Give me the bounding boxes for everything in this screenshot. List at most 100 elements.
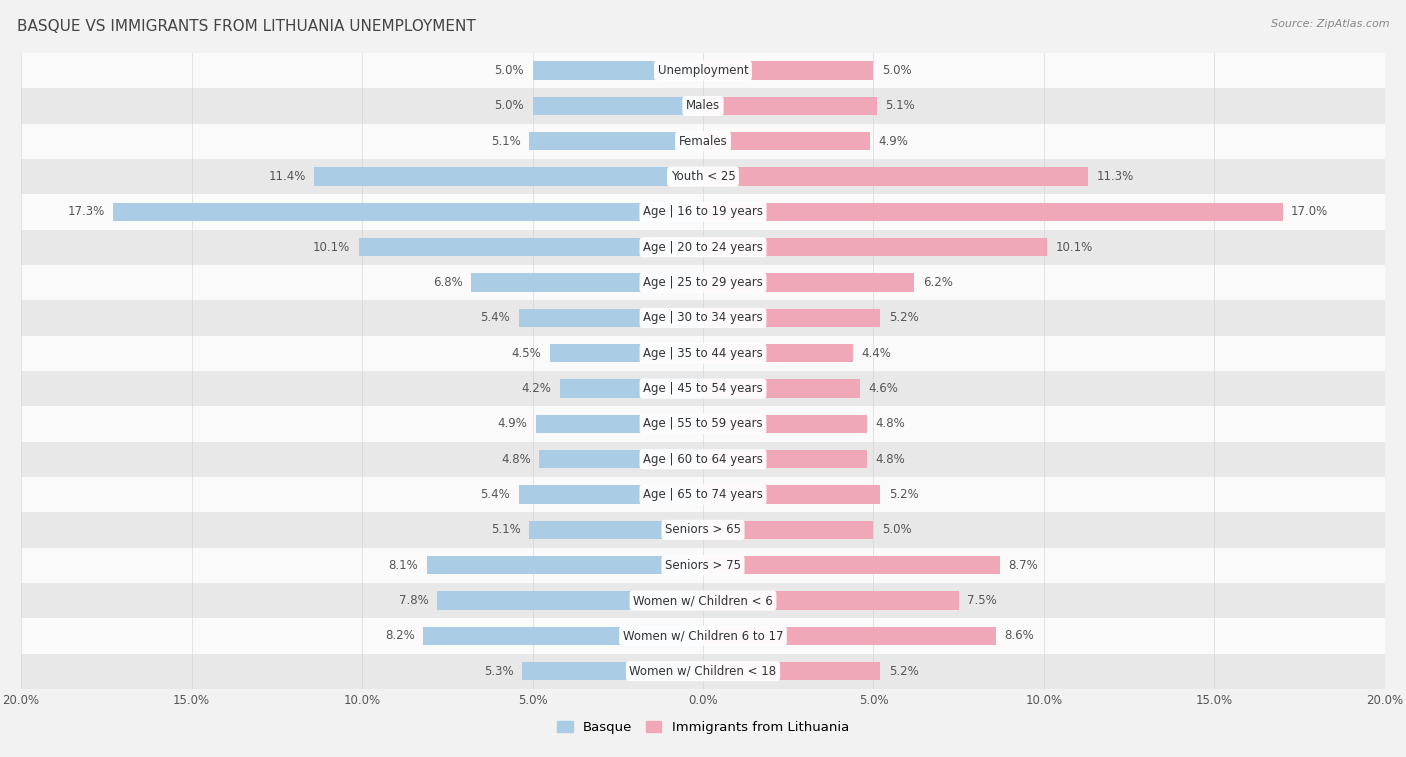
Text: Age | 45 to 54 years: Age | 45 to 54 years	[643, 382, 763, 395]
Text: 5.0%: 5.0%	[882, 523, 911, 537]
Text: 5.4%: 5.4%	[481, 311, 510, 325]
Bar	[21, 265, 1385, 301]
Bar	[703, 238, 1047, 257]
Text: Age | 65 to 74 years: Age | 65 to 74 years	[643, 488, 763, 501]
Bar	[703, 344, 853, 363]
Bar	[703, 203, 1282, 221]
Text: 5.0%: 5.0%	[495, 99, 524, 113]
Text: 8.6%: 8.6%	[1005, 629, 1035, 643]
Text: 4.8%: 4.8%	[875, 417, 905, 431]
Bar	[519, 485, 703, 503]
Text: 4.6%: 4.6%	[869, 382, 898, 395]
Text: 5.1%: 5.1%	[491, 135, 520, 148]
Text: BASQUE VS IMMIGRANTS FROM LITHUANIA UNEMPLOYMENT: BASQUE VS IMMIGRANTS FROM LITHUANIA UNEM…	[17, 19, 475, 34]
Text: Seniors > 75: Seniors > 75	[665, 559, 741, 572]
Bar	[112, 203, 703, 221]
Text: Age | 25 to 29 years: Age | 25 to 29 years	[643, 276, 763, 289]
Bar	[529, 521, 703, 539]
Text: 5.0%: 5.0%	[882, 64, 911, 77]
Bar	[21, 53, 1385, 89]
Bar	[437, 591, 703, 609]
Bar	[21, 89, 1385, 123]
Bar	[703, 556, 1000, 575]
Legend: Basque, Immigrants from Lithuania: Basque, Immigrants from Lithuania	[551, 716, 855, 740]
Text: Unemployment: Unemployment	[658, 64, 748, 77]
Bar	[703, 485, 880, 503]
Text: 5.1%: 5.1%	[491, 523, 520, 537]
Text: 4.2%: 4.2%	[522, 382, 551, 395]
Text: 17.0%: 17.0%	[1291, 205, 1329, 219]
Bar	[703, 97, 877, 115]
Text: 6.2%: 6.2%	[922, 276, 953, 289]
Text: Women w/ Children < 6: Women w/ Children < 6	[633, 594, 773, 607]
Bar	[315, 167, 703, 185]
Bar	[703, 450, 866, 469]
Bar	[21, 371, 1385, 407]
Text: 5.0%: 5.0%	[495, 64, 524, 77]
Text: 11.3%: 11.3%	[1097, 170, 1135, 183]
Bar	[703, 662, 880, 681]
Bar	[522, 662, 703, 681]
Bar	[21, 123, 1385, 159]
Text: Age | 30 to 34 years: Age | 30 to 34 years	[643, 311, 763, 325]
Bar	[703, 627, 997, 645]
Text: 5.4%: 5.4%	[481, 488, 510, 501]
Bar	[519, 309, 703, 327]
Bar	[533, 97, 703, 115]
Bar	[550, 344, 703, 363]
Text: 4.9%: 4.9%	[879, 135, 908, 148]
Bar	[703, 591, 959, 609]
Text: Age | 20 to 24 years: Age | 20 to 24 years	[643, 241, 763, 254]
Text: Youth < 25: Youth < 25	[671, 170, 735, 183]
Bar	[21, 229, 1385, 265]
Bar	[21, 547, 1385, 583]
Bar	[471, 273, 703, 291]
Bar	[703, 167, 1088, 185]
Bar	[703, 61, 873, 79]
Text: Females: Females	[679, 135, 727, 148]
Bar	[21, 441, 1385, 477]
Text: Males: Males	[686, 99, 720, 113]
Text: Age | 55 to 59 years: Age | 55 to 59 years	[643, 417, 763, 431]
Bar	[540, 450, 703, 469]
Bar	[533, 61, 703, 79]
Bar	[21, 477, 1385, 512]
Text: 4.9%: 4.9%	[498, 417, 527, 431]
Text: 5.2%: 5.2%	[889, 488, 918, 501]
Bar	[427, 556, 703, 575]
Text: 5.3%: 5.3%	[484, 665, 513, 678]
Bar	[703, 521, 873, 539]
Text: Women w/ Children < 18: Women w/ Children < 18	[630, 665, 776, 678]
Bar	[21, 653, 1385, 689]
Text: 10.1%: 10.1%	[314, 241, 350, 254]
Text: 5.2%: 5.2%	[889, 311, 918, 325]
Bar	[703, 379, 860, 397]
Text: 8.1%: 8.1%	[388, 559, 419, 572]
Text: 4.8%: 4.8%	[875, 453, 905, 466]
Text: Age | 16 to 19 years: Age | 16 to 19 years	[643, 205, 763, 219]
Bar	[359, 238, 703, 257]
Text: Women w/ Children 6 to 17: Women w/ Children 6 to 17	[623, 629, 783, 643]
Text: 8.2%: 8.2%	[385, 629, 415, 643]
Text: 4.8%: 4.8%	[501, 453, 531, 466]
Text: Age | 35 to 44 years: Age | 35 to 44 years	[643, 347, 763, 360]
Bar	[21, 407, 1385, 441]
Bar	[703, 273, 914, 291]
Bar	[21, 618, 1385, 653]
Bar	[703, 132, 870, 151]
Bar	[703, 415, 866, 433]
Text: 8.7%: 8.7%	[1008, 559, 1038, 572]
Bar	[529, 132, 703, 151]
Text: 7.8%: 7.8%	[399, 594, 429, 607]
Bar	[21, 512, 1385, 547]
Text: 17.3%: 17.3%	[67, 205, 104, 219]
Bar	[21, 301, 1385, 335]
Bar	[21, 159, 1385, 195]
Bar	[423, 627, 703, 645]
Text: 11.4%: 11.4%	[269, 170, 305, 183]
Text: Age | 60 to 64 years: Age | 60 to 64 years	[643, 453, 763, 466]
Text: 4.5%: 4.5%	[512, 347, 541, 360]
Text: 5.2%: 5.2%	[889, 665, 918, 678]
Bar	[560, 379, 703, 397]
Bar	[21, 195, 1385, 229]
